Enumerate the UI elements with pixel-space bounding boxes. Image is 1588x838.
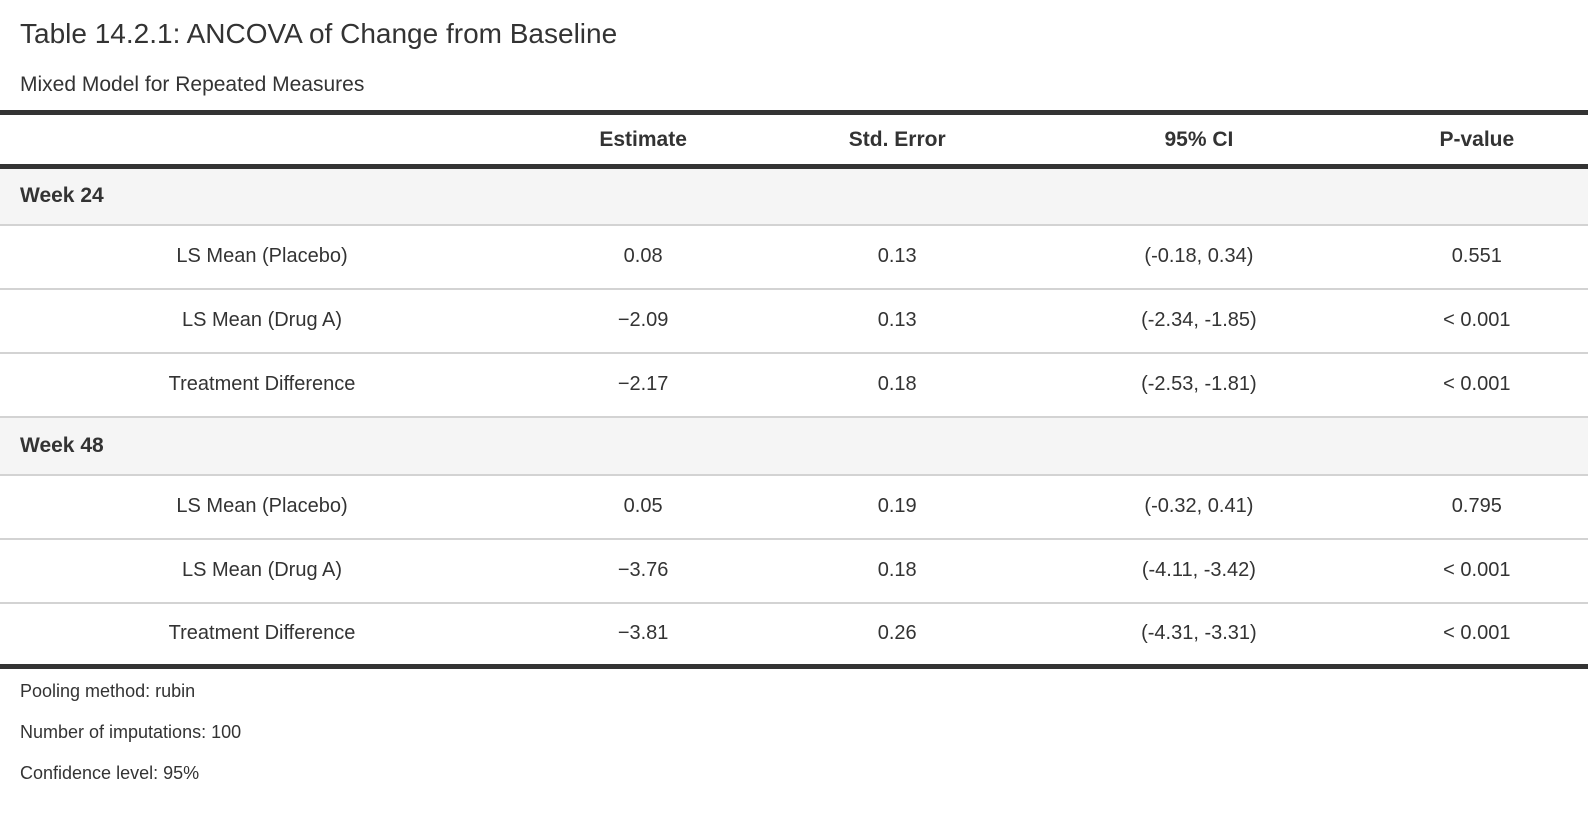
cell-std-error: 0.19 bbox=[762, 474, 1033, 540]
column-header-row: Estimate Std. Error 95% CI P-value bbox=[0, 112, 1588, 169]
cell-ci: (-0.18, 0.34) bbox=[1032, 224, 1366, 290]
cell-std-error: 0.18 bbox=[762, 538, 1033, 604]
cell-p-value: 0.795 bbox=[1365, 474, 1588, 540]
cell-std-error: 0.13 bbox=[762, 224, 1033, 290]
group-label: Week 48 bbox=[0, 416, 1588, 476]
column-header-estimate: Estimate bbox=[524, 112, 763, 169]
group-row-week-48: Week 48 bbox=[0, 416, 1588, 476]
column-header-ci: 95% CI bbox=[1032, 112, 1366, 169]
cell-ci: (-4.31, -3.31) bbox=[1032, 602, 1366, 668]
cell-p-value: < 0.001 bbox=[1365, 602, 1588, 668]
cell-estimate: 0.05 bbox=[524, 474, 763, 540]
cell-std-error: 0.13 bbox=[762, 288, 1033, 354]
table-row: Treatment Difference −3.81 0.26 (-4.31, … bbox=[0, 602, 1588, 668]
cell-std-error: 0.26 bbox=[762, 602, 1033, 668]
table-row: LS Mean (Drug A) −3.76 0.18 (-4.11, -3.4… bbox=[0, 538, 1588, 604]
table-row: LS Mean (Placebo) 0.05 0.19 (-0.32, 0.41… bbox=[0, 474, 1588, 540]
cell-p-value: < 0.001 bbox=[1365, 352, 1588, 418]
cell-p-value: < 0.001 bbox=[1365, 288, 1588, 354]
results-table: Estimate Std. Error 95% CI P-value Week … bbox=[0, 110, 1588, 669]
cell-ci: (-0.32, 0.41) bbox=[1032, 474, 1366, 540]
column-header-p-value: P-value bbox=[1365, 112, 1588, 169]
cell-p-value: < 0.001 bbox=[1365, 538, 1588, 604]
table-header-block: Table 14.2.1: ANCOVA of Change from Base… bbox=[0, 0, 1588, 110]
cell-ci: (-4.11, -3.42) bbox=[1032, 538, 1366, 604]
row-label: LS Mean (Placebo) bbox=[0, 474, 525, 540]
table-subtitle: Mixed Model for Repeated Measures bbox=[20, 73, 365, 96]
row-label: LS Mean (Placebo) bbox=[0, 224, 525, 290]
row-label: LS Mean (Drug A) bbox=[0, 538, 525, 604]
table-row: LS Mean (Drug A) −2.09 0.13 (-2.34, -1.8… bbox=[0, 288, 1588, 354]
table-row: LS Mean (Placebo) 0.08 0.13 (-0.18, 0.34… bbox=[0, 224, 1588, 290]
footnotes-block: Pooling method: rubin Number of imputati… bbox=[0, 669, 1588, 785]
cell-estimate: −2.17 bbox=[524, 352, 763, 418]
cell-p-value: 0.551 bbox=[1365, 224, 1588, 290]
row-label: LS Mean (Drug A) bbox=[0, 288, 525, 354]
group-label: Week 24 bbox=[0, 166, 1588, 226]
cell-ci: (-2.53, -1.81) bbox=[1032, 352, 1366, 418]
cell-estimate: −3.81 bbox=[524, 602, 763, 668]
table-title: Table 14.2.1: ANCOVA of Change from Base… bbox=[20, 18, 618, 49]
footnote-pooling-method: Pooling method: rubin bbox=[20, 681, 196, 701]
cell-std-error: 0.18 bbox=[762, 352, 1033, 418]
cell-ci: (-2.34, -1.85) bbox=[1032, 288, 1366, 354]
row-label: Treatment Difference bbox=[0, 602, 525, 668]
group-row-week-24: Week 24 bbox=[0, 166, 1588, 226]
footnote-confidence-level: Confidence level: 95% bbox=[20, 763, 200, 783]
footnote-imputations: Number of imputations: 100 bbox=[20, 722, 242, 742]
cell-estimate: 0.08 bbox=[524, 224, 763, 290]
column-header-std-error: Std. Error bbox=[762, 112, 1033, 169]
cell-estimate: −2.09 bbox=[524, 288, 763, 354]
row-label: Treatment Difference bbox=[0, 352, 525, 418]
cell-estimate: −3.76 bbox=[524, 538, 763, 604]
table-row: Treatment Difference −2.17 0.18 (-2.53, … bbox=[0, 352, 1588, 418]
column-header-stub bbox=[0, 112, 525, 169]
